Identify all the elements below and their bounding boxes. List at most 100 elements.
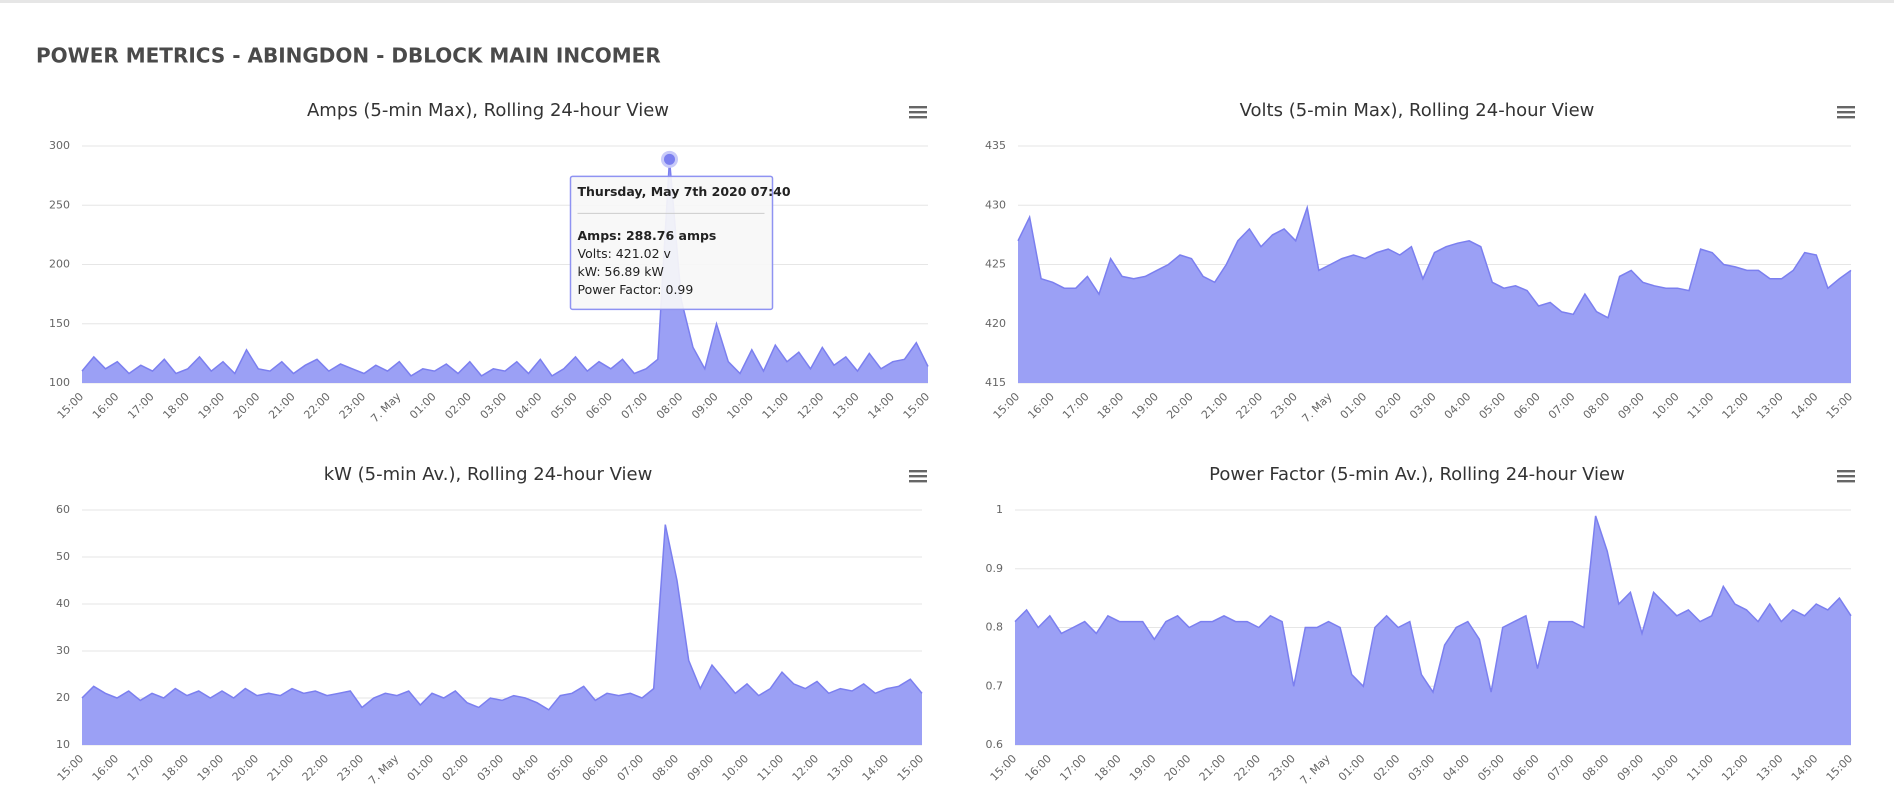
x-tick-label: 09:00 <box>1615 752 1647 784</box>
x-tick-label: 17:00 <box>125 752 157 784</box>
x-tick-label: 13:00 <box>1754 752 1786 784</box>
area-line <box>1017 204 1852 319</box>
y-tick-label: 420 <box>985 317 1006 330</box>
x-tick-label: 09:00 <box>685 752 717 784</box>
x-tick-label: 14:00 <box>860 752 892 784</box>
chart-title: kW (5-min Av.), Rolling 24-hour View <box>324 464 653 485</box>
area <box>82 524 922 745</box>
y-tick-label: 20 <box>56 691 70 704</box>
y-tick-label: 0.8 <box>986 621 1004 634</box>
x-tick-label: 22:00 <box>301 390 333 422</box>
x-tick-label: 21:00 <box>266 390 298 422</box>
x-tick-label: 19:00 <box>1129 390 1161 422</box>
x-tick-label: 19:00 <box>1127 752 1159 784</box>
chart-title: Amps (5-min Max), Rolling 24-hour View <box>307 100 669 121</box>
x-tick-label: 11:00 <box>760 390 792 422</box>
x-tick-label: 16:00 <box>90 390 122 422</box>
area <box>1015 515 1851 745</box>
hover-marker <box>661 150 678 168</box>
x-tick-label: 10:00 <box>1650 390 1682 422</box>
y-tick-label: 100 <box>49 376 70 389</box>
x-tick-label: 02:00 <box>442 390 474 422</box>
context-menu-button[interactable] <box>1835 102 1857 122</box>
x-tick-label: 02:00 <box>440 752 472 784</box>
tooltip-line: Volts: 421.02 v <box>578 246 672 261</box>
x-tick-label: 08:00 <box>650 752 682 784</box>
context-menu-button[interactable] <box>907 466 929 486</box>
x-tick-label: 7. May <box>1299 390 1335 426</box>
x-tick-label: 21:00 <box>1199 390 1231 422</box>
x-tick-label: 10:00 <box>720 752 752 784</box>
chart-panel: kW (5-min Av.), Rolling 24-hour View 10 20… <box>55 464 929 787</box>
x-tick-label: 10:00 <box>724 390 756 422</box>
menu-bar <box>1837 116 1855 119</box>
x-tick-label: 23:00 <box>337 390 369 422</box>
x-tick-label: 07:00 <box>615 752 647 784</box>
x-tick-label: 04:00 <box>1440 752 1472 784</box>
x-tick-label: 15:00 <box>1824 390 1856 422</box>
x-tick-label: 18:00 <box>160 752 192 784</box>
area-line <box>81 524 923 711</box>
x-tick-label: 03:00 <box>1406 752 1438 784</box>
x-tick-label: 15:00 <box>55 390 87 422</box>
x-tick-label: 01:00 <box>405 752 437 784</box>
y-tick-label: 0.9 <box>986 562 1004 575</box>
menu-bar <box>1837 480 1855 483</box>
menu-bar <box>909 480 927 483</box>
x-tick-label: 04:00 <box>513 390 545 422</box>
x-tick-label: 12:00 <box>1720 390 1752 422</box>
y-tick-label: 150 <box>49 317 70 330</box>
x-tick-label: 20:00 <box>1162 752 1194 784</box>
chart-panel: Volts (5-min Max), Rolling 24-hour View 4… <box>985 100 1857 426</box>
tooltip-title: Thursday, May 7th 2020 07:40 <box>578 184 791 199</box>
x-tick-label: 22:00 <box>1231 752 1263 784</box>
x-tick-label: 15:00 <box>901 390 933 422</box>
x-tick-label: 05:00 <box>1475 752 1507 784</box>
x-tick-label: 19:00 <box>196 390 228 422</box>
menu-bar <box>1837 106 1855 109</box>
x-tick-label: 01:00 <box>1338 390 1370 422</box>
x-tick-label: 02:00 <box>1371 752 1403 784</box>
top-border <box>0 0 1894 3</box>
menu-bar <box>909 111 927 114</box>
x-tick-label: 21:00 <box>265 752 297 784</box>
x-tick-label: 23:00 <box>1266 752 1298 784</box>
y-tick-label: 250 <box>49 198 70 211</box>
chart-panel: Amps (5-min Max), Rolling 24-hour View 10… <box>49 100 932 425</box>
x-tick-label: 20:00 <box>230 752 262 784</box>
x-tick-label: 12:00 <box>790 752 822 784</box>
y-tick-label: 60 <box>56 503 70 516</box>
y-tick-label: 1 <box>996 503 1003 516</box>
context-menu-button[interactable] <box>1835 466 1857 486</box>
x-tick-label: 05:00 <box>548 390 580 422</box>
x-tick-label: 08:00 <box>1581 390 1613 422</box>
x-tick-label: 20:00 <box>231 390 263 422</box>
chart-title: Power Factor (5-min Av.), Rolling 24-hou… <box>1209 464 1625 485</box>
y-tick-label: 30 <box>56 644 70 657</box>
x-tick-label: 7. May <box>368 390 404 426</box>
x-tick-label: 13:00 <box>830 390 862 422</box>
x-tick-label: 06:00 <box>1511 390 1543 422</box>
x-tick-label: 15:00 <box>991 390 1023 422</box>
chart-title: Volts (5-min Max), Rolling 24-hour View <box>1240 100 1595 121</box>
x-tick-label: 08:00 <box>654 390 686 422</box>
x-tick-label: 12:00 <box>1719 752 1751 784</box>
x-tick-label: 09:00 <box>1615 390 1647 422</box>
x-tick-label: 18:00 <box>160 390 192 422</box>
tooltip-line: kW: 56.89 kW <box>578 264 664 279</box>
x-tick-label: 01:00 <box>1336 752 1368 784</box>
y-tick-label: 0.6 <box>986 738 1004 751</box>
x-tick-label: 15:00 <box>988 752 1020 784</box>
x-tick-label: 07:00 <box>1546 390 1578 422</box>
y-tick-label: 300 <box>49 139 70 152</box>
y-tick-label: 430 <box>985 198 1006 211</box>
y-tick-label: 40 <box>56 597 70 610</box>
context-menu-button[interactable] <box>907 102 929 122</box>
x-tick-label: 16:00 <box>90 752 122 784</box>
x-tick-label: 14:00 <box>1789 390 1821 422</box>
area <box>82 159 928 383</box>
area-line <box>1014 515 1852 694</box>
y-tick-label: 50 <box>56 550 70 563</box>
